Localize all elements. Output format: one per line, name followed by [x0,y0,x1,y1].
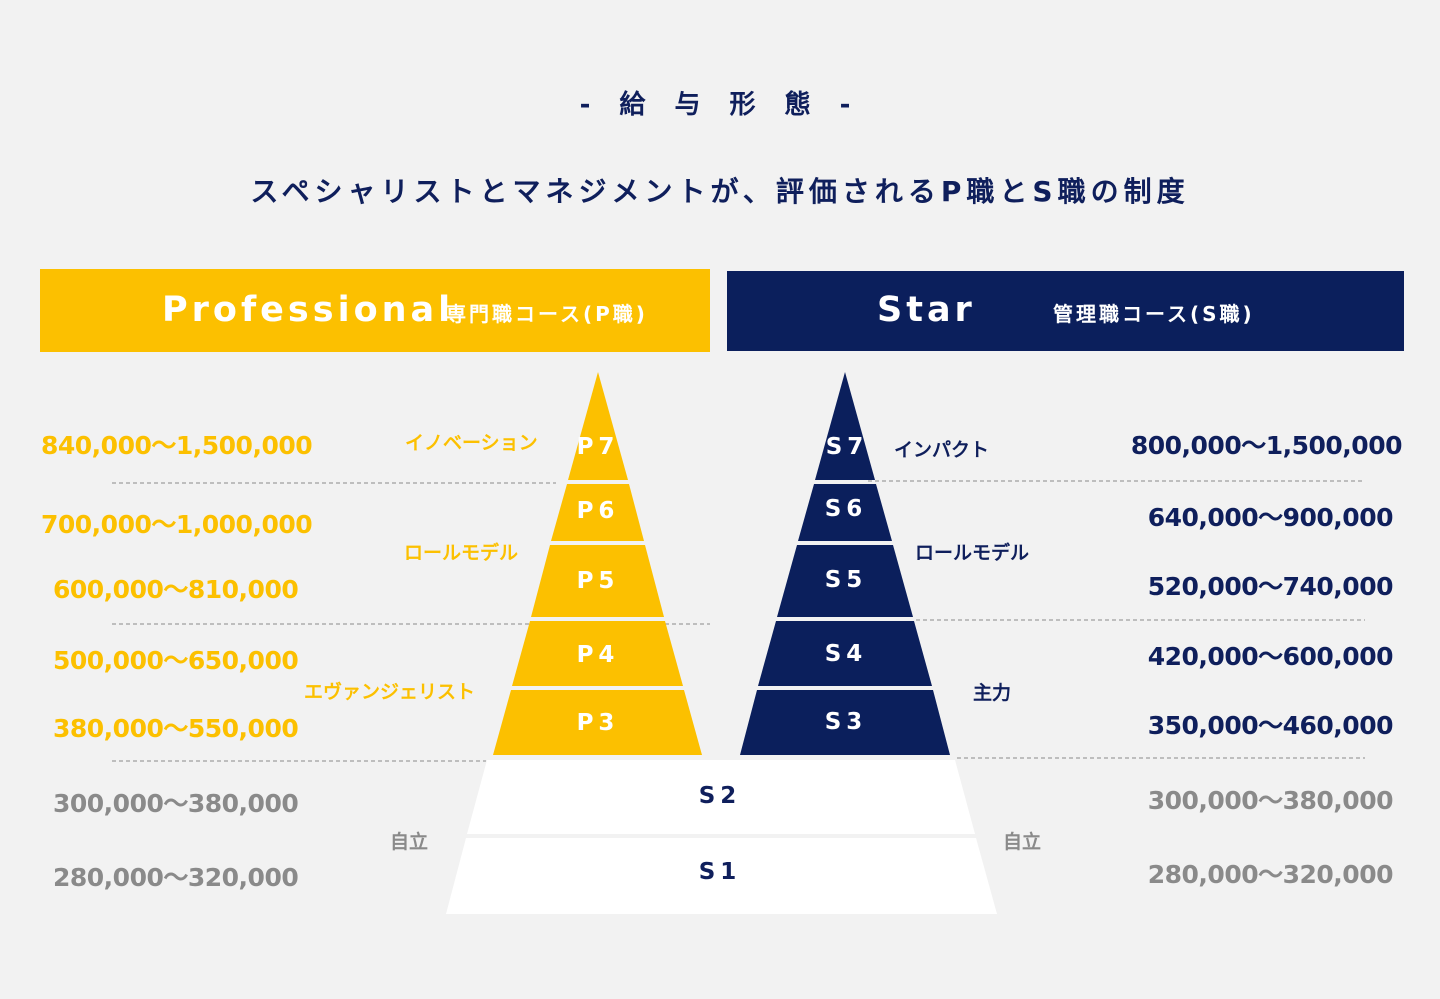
grade-s1: S1 [698,859,742,885]
category-role-model-s: ロールモデル [915,542,1030,564]
category-evangelist: エヴァンジェリスト [304,681,476,703]
salary-s4: 420,000〜600,000 [1147,642,1394,671]
salary-p5: 600,000〜810,000 [53,575,299,604]
grade-p5: P5 [576,568,620,594]
grade-p4: P4 [576,642,620,668]
tier-s3 [740,690,950,755]
salary-p4: 500,000〜650,000 [53,646,299,675]
professional-title: Professional [162,290,455,330]
shared-base [446,760,997,914]
salary-p3: 380,000〜550,000 [53,714,299,743]
tier-s7 [815,372,875,480]
tier-p3 [493,690,702,755]
headline: スペシャリストとマネジメントが、評価されるP職とS職の制度 [250,175,1190,208]
star-subtitle: 管理職コース(S職) [1053,302,1255,326]
grade-s3: S3 [824,709,868,735]
professional-pyramid [493,372,702,755]
tier-p5 [531,545,664,617]
grade-s2: S2 [698,783,742,809]
salary-right-s1: 280,000〜320,000 [1147,860,1394,889]
category-role-model-p: ロールモデル [404,542,519,564]
salary-left-s1: 280,000〜320,000 [53,863,299,892]
category-impact: インパクト [894,439,990,461]
grade-s5: S5 [824,567,868,593]
grade-p6: P6 [576,498,620,524]
tier-p7 [568,372,628,480]
category-core: 主力 [973,682,1012,704]
tier-s5 [777,545,913,617]
salary-p6: 700,000〜1,000,000 [41,510,313,539]
category-innovation: イノベーション [405,432,538,454]
grade-p3: P3 [576,710,620,736]
category-independent-right: 自立 [1003,831,1042,853]
professional-subtitle: 専門職コース(P職) [446,302,648,326]
salary-left-s2: 300,000〜380,000 [53,789,299,818]
salary-p7: 840,000〜1,500,000 [41,431,313,460]
salary-right-s2: 300,000〜380,000 [1147,786,1394,815]
salary-s5: 520,000〜740,000 [1147,572,1394,601]
tier-s4 [758,621,932,686]
star-title: Star [877,290,976,330]
grade-s4: S4 [824,641,868,667]
category-independent-left: 自立 [390,831,429,853]
professional-banner: Professional 専門職コース(P職) [40,269,710,352]
salary-s7: 800,000〜1,500,000 [1130,431,1403,460]
tier-s1 [446,838,997,914]
salary-s3: 350,000〜460,000 [1147,711,1394,740]
tier-p4 [512,621,683,686]
star-pyramid [740,372,950,755]
salary-s6: 640,000〜900,000 [1147,503,1394,532]
tier-p6 [551,484,644,541]
section-label: - 給 与 形 態 - [579,90,861,120]
star-banner: Star 管理職コース(S職) [727,271,1404,351]
grade-p7: P7 [576,434,620,460]
grade-s7: S7 [825,434,869,460]
tier-s6 [798,484,892,541]
tier-s2 [467,760,975,834]
grade-s6: S6 [824,496,868,522]
